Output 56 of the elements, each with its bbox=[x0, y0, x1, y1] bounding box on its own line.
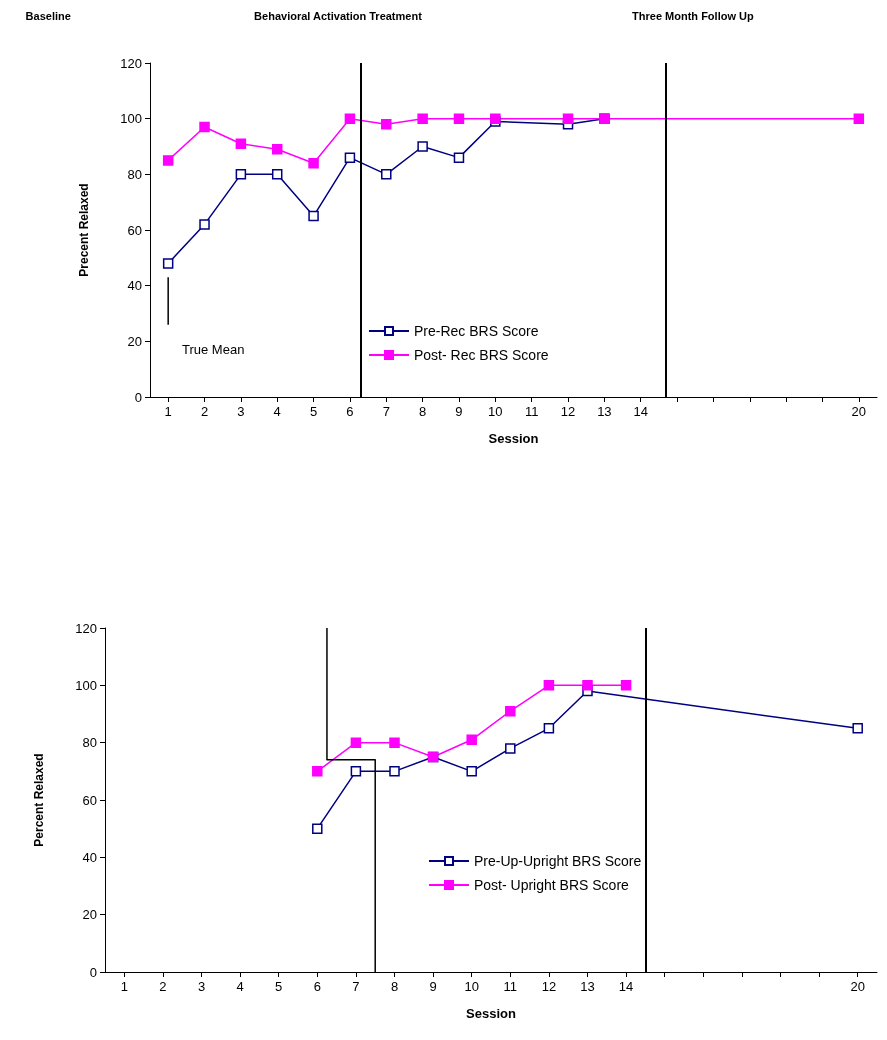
x-tick-label: 14 bbox=[633, 404, 648, 419]
x-axis-title: Session bbox=[488, 431, 539, 446]
x-tick-label: 12 bbox=[560, 404, 576, 419]
x-tick-label: 8 bbox=[390, 979, 399, 994]
y-tick-label: 60 bbox=[127, 222, 142, 238]
y-tick-label: 0 bbox=[134, 389, 142, 405]
x-tick-label: 2 bbox=[159, 979, 167, 994]
y-tick-label: 120 bbox=[75, 620, 97, 636]
y-tick-label: 40 bbox=[127, 278, 142, 294]
y-tick-label: 120 bbox=[120, 55, 142, 71]
x-tick-label: 3 bbox=[237, 404, 245, 419]
x-tick-label: 1 bbox=[164, 404, 172, 419]
y-tick-label: 100 bbox=[75, 677, 97, 693]
x-tick-label: 5 bbox=[309, 404, 318, 419]
x-tick-label: 1 bbox=[120, 979, 128, 994]
y-tick-label: 60 bbox=[82, 792, 97, 808]
legend-label: Post- Upright BRS Score bbox=[474, 877, 630, 893]
legend-label: Pre-Up-Upright BRS Score bbox=[474, 853, 642, 869]
x-tick-label: 7 bbox=[382, 404, 390, 419]
text: Three Month Follow Up bbox=[632, 9, 754, 22]
x-tick-label: 7 bbox=[352, 979, 360, 994]
y-tick-label: 20 bbox=[82, 907, 97, 923]
x-tick-label: 20 bbox=[850, 979, 865, 994]
x-tick-label: 9 bbox=[455, 404, 463, 419]
y-tick-label: 0 bbox=[89, 964, 97, 980]
x-tick-label: 4 bbox=[236, 979, 244, 994]
x-tick-label: 8 bbox=[419, 404, 427, 419]
x-tick-label: 10 bbox=[464, 979, 479, 994]
x-axis-title: Session bbox=[466, 1006, 516, 1021]
annotation: True Mean bbox=[182, 342, 245, 357]
x-tick-label: 11 bbox=[503, 979, 518, 994]
x-tick-label: 3 bbox=[197, 979, 206, 994]
x-tick-label: 14 bbox=[618, 979, 634, 994]
x-tick-label: 6 bbox=[313, 979, 321, 994]
y-tick-label: 20 bbox=[127, 333, 142, 349]
x-tick-label: 10 bbox=[488, 404, 503, 419]
text: Baseline bbox=[25, 9, 71, 22]
x-tick-label: 6 bbox=[346, 404, 354, 419]
y-tick-label: 100 bbox=[120, 111, 142, 127]
x-tick-label: 20 bbox=[851, 404, 867, 419]
y-axis-title: Precent Relaxed bbox=[77, 183, 91, 277]
x-tick-label: 5 bbox=[275, 979, 283, 994]
x-tick-label: 9 bbox=[429, 979, 437, 994]
y-axis-title: Percent Relaxed bbox=[32, 753, 46, 847]
x-tick-label: 12 bbox=[541, 979, 557, 994]
y-tick-label: 40 bbox=[82, 849, 97, 865]
x-tick-label: 2 bbox=[200, 404, 209, 419]
text: Behavioral Activation Treatment bbox=[254, 9, 423, 22]
legend-label: Pre-Rec BRS Score bbox=[414, 323, 539, 339]
y-tick-label: 80 bbox=[82, 735, 97, 751]
x-tick-label: 4 bbox=[273, 404, 281, 419]
x-tick-label: 11 bbox=[524, 404, 539, 419]
legend-label: Post- Rec BRS Score bbox=[414, 347, 549, 363]
x-tick-label: 13 bbox=[580, 979, 595, 994]
y-tick-label: 80 bbox=[127, 166, 142, 182]
x-tick-label: 13 bbox=[597, 404, 612, 419]
